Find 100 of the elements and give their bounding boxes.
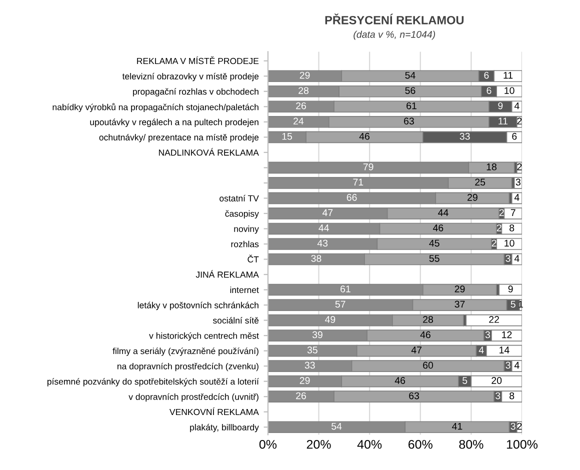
- data-label: 44: [318, 224, 329, 232]
- y-tick-label: písemné pozvánky do spotřebitelských soutěží a loterií: [47, 378, 259, 386]
- data-label: 14: [500, 346, 510, 354]
- data-label: 8: [510, 392, 514, 400]
- y-tick-label: ČT: [248, 254, 259, 263]
- data-label: 29: [300, 377, 310, 384]
- data-label: 3: [516, 178, 520, 186]
- y-tick-label: v historických centrech měst: [149, 332, 259, 341]
- data-label: 22: [489, 316, 499, 323]
- data-label: 2: [499, 209, 504, 216]
- y-tick-label: NADLINKOVÁ REKLAMA: [158, 148, 259, 156]
- data-label: 29: [300, 72, 310, 79]
- data-label: 2: [496, 224, 502, 232]
- x-tick-label: 60%: [408, 440, 432, 449]
- data-label: 66: [346, 194, 357, 201]
- data-label: 6: [484, 72, 489, 79]
- data-label: 11: [504, 72, 513, 79]
- data-label: 7: [510, 209, 516, 216]
- y-tick-label: letáky v poštovních schránkách: [138, 302, 258, 310]
- data-label: 29: [454, 285, 465, 292]
- x-tick-label: 100%: [506, 440, 538, 449]
- data-label: 33: [460, 132, 470, 140]
- data-label: 54: [332, 422, 342, 430]
- data-label: 2: [517, 163, 522, 170]
- data-label: 2: [517, 118, 522, 124]
- data-label: 46: [394, 377, 406, 384]
- data-label: 57: [335, 300, 346, 308]
- data-label: 49: [325, 316, 336, 323]
- data-label: 4: [478, 346, 484, 354]
- data-label: 79: [363, 163, 374, 170]
- bar: [498, 284, 522, 296]
- y-tick-label: internet: [230, 286, 259, 294]
- data-label: 56: [405, 87, 416, 94]
- data-label: 5: [510, 300, 516, 308]
- data-label: 39: [312, 331, 322, 338]
- data-label: 8: [510, 224, 514, 232]
- y-tick-label: ostatní TV: [220, 194, 259, 202]
- y-tick-label: upoutávky v regálech a na pultech prodejen: [90, 118, 258, 127]
- data-label: 61: [340, 285, 350, 292]
- y-tick-label: JINÁ REKLAMA: [196, 270, 259, 278]
- data-label: 12: [502, 331, 512, 338]
- data-label: 15: [282, 132, 292, 140]
- data-label: 3: [506, 362, 510, 369]
- data-label: 9: [508, 285, 513, 292]
- data-label: 61: [406, 102, 416, 110]
- data-label: 6: [512, 132, 517, 140]
- data-label: 28: [298, 87, 309, 94]
- y-tick-label: ochutnávky/ prezentace na místě prodeje: [99, 134, 259, 142]
- chart-subtitle: (data v %, n=1044): [354, 30, 436, 40]
- data-label: 9: [498, 102, 503, 110]
- data-label: 60: [423, 362, 434, 369]
- x-tick-label: 20%: [306, 440, 331, 449]
- data-label: 43: [317, 240, 328, 247]
- data-label: 38: [311, 254, 322, 262]
- data-label: 10: [504, 87, 514, 94]
- data-label: 54: [405, 72, 416, 79]
- data-label: 71: [353, 178, 364, 186]
- data-label: 4: [514, 102, 520, 110]
- data-label: 47: [322, 209, 333, 216]
- y-tick-label: noviny: [234, 226, 259, 234]
- data-label: 4: [514, 194, 520, 201]
- data-label: 28: [423, 316, 433, 323]
- data-label: 5: [462, 377, 468, 384]
- data-label: 2: [492, 240, 496, 246]
- y-tick-label: televizní obrazovky v místě prodeje: [122, 72, 259, 82]
- data-label: 6: [486, 87, 492, 94]
- data-label: 20: [492, 377, 502, 384]
- x-tick-label: 80%: [459, 440, 484, 449]
- data-label: 18: [486, 163, 496, 170]
- y-tick-label: propagační rozhlas v obchodech: [133, 88, 258, 96]
- data-label: 45: [429, 240, 440, 247]
- data-label: 46: [432, 224, 444, 232]
- x-tick-label: 0%: [259, 440, 277, 449]
- data-label: 46: [420, 331, 430, 338]
- y-tick-label: v dopravních prostředcích (uvnitř): [128, 393, 258, 402]
- data-label: 46: [359, 132, 370, 140]
- data-label: 33: [304, 362, 315, 369]
- y-tick-label: plakáty, billboardy: [190, 424, 259, 432]
- data-label: 4: [514, 255, 520, 262]
- data-label: 63: [404, 118, 414, 125]
- data-label: 24: [294, 118, 304, 124]
- y-tick-label: sociální sítě: [212, 317, 259, 324]
- data-label: 47: [411, 346, 422, 354]
- data-label: 41: [452, 422, 462, 430]
- chart-title: PŘESYCENÍ REKLAMOU: [325, 14, 464, 24]
- data-label: 25: [475, 178, 486, 186]
- y-tick-label: nabídky výrobků na propagačních stojanech/paletách: [52, 103, 258, 112]
- y-tick-label: časopisy: [225, 210, 259, 218]
- data-label: 29: [468, 194, 478, 201]
- y-tick-label: filmy a seriály (zvýrazněné používání): [112, 348, 258, 356]
- data-label: 3: [510, 422, 516, 430]
- data-label: 44: [438, 209, 448, 216]
- data-label: 11: [498, 118, 508, 124]
- y-tick-label: rozhlas: [231, 240, 259, 248]
- data-label: 3: [506, 254, 510, 262]
- data-label: 10: [504, 240, 514, 247]
- data-label: 2: [517, 422, 522, 430]
- data-label: 55: [429, 255, 440, 262]
- x-tick-label: 40%: [357, 440, 382, 449]
- data-label: 35: [307, 346, 318, 354]
